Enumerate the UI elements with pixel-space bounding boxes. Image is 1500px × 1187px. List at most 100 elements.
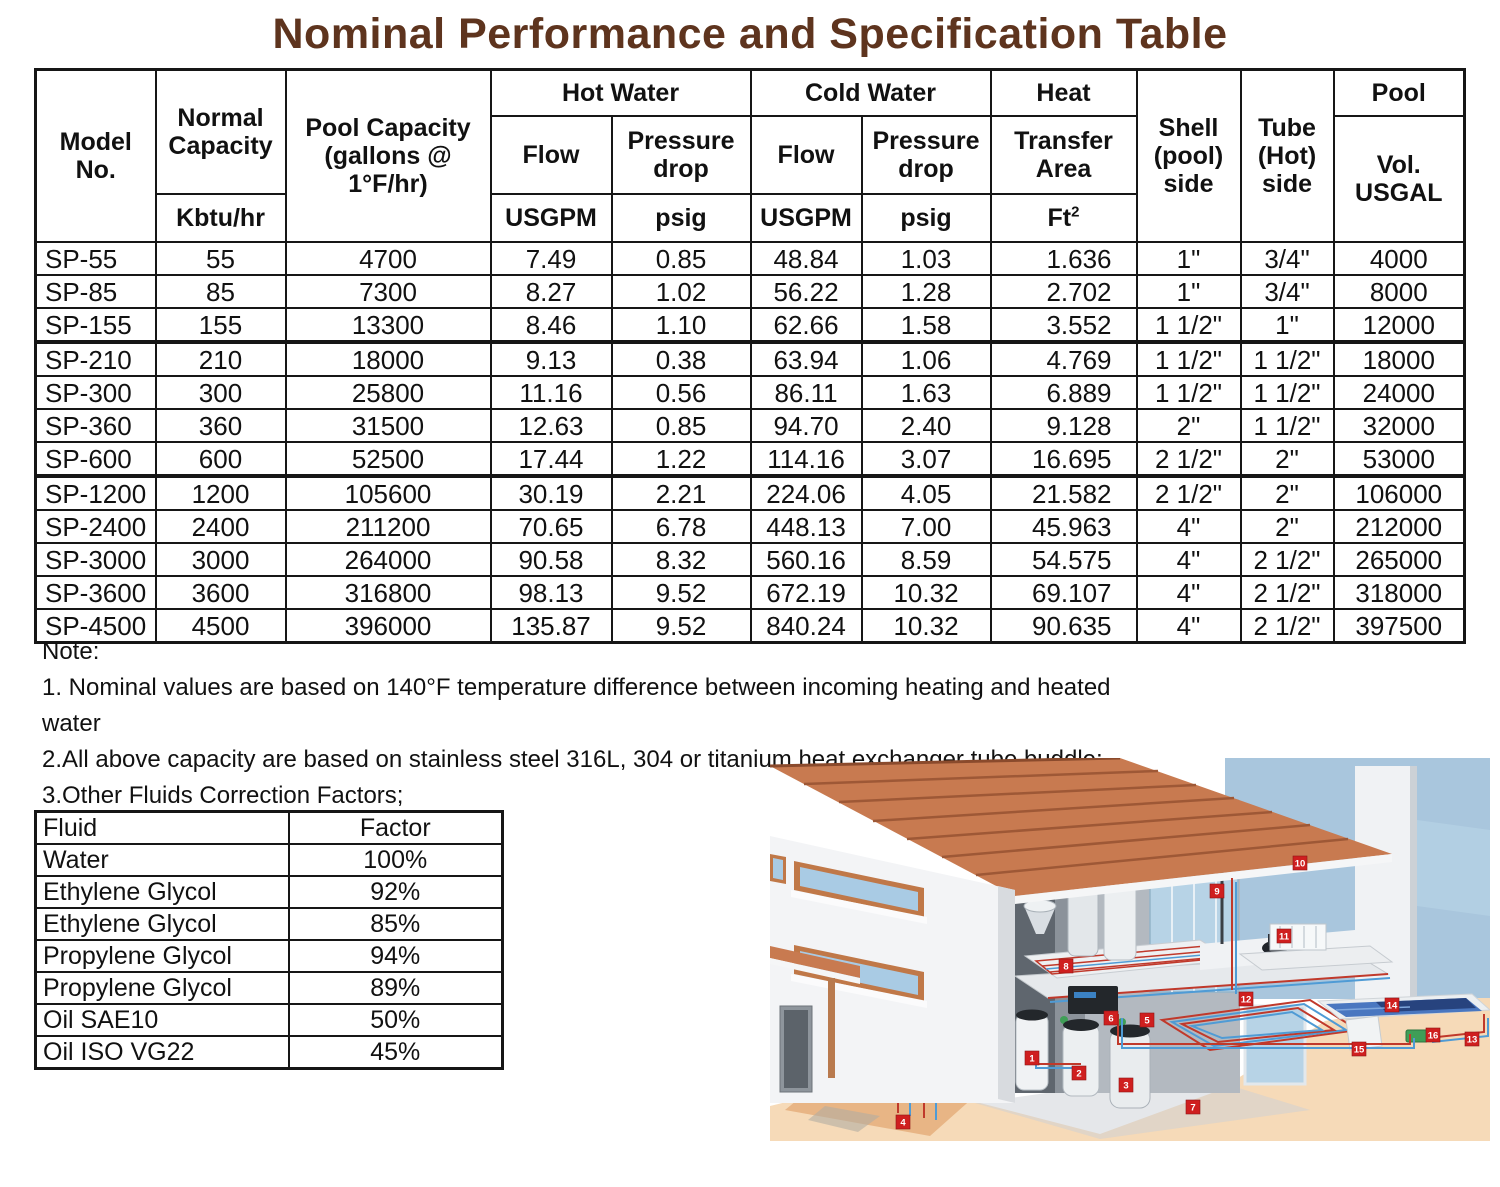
spec-cell: 4500: [154, 608, 287, 644]
spec-cell: 11.16: [489, 375, 613, 410]
spec-cell: 672.19: [749, 575, 863, 610]
spec-cell: 70.65: [489, 509, 613, 544]
svg-text:8: 8: [1063, 962, 1068, 973]
spec-cell: 2": [1239, 475, 1335, 511]
svg-text:11: 11: [1279, 932, 1290, 943]
badge-15: 15: [1351, 1041, 1367, 1057]
col-header-pool: Pool: [1332, 68, 1466, 117]
ft-superscript: 2: [1071, 203, 1080, 221]
badge-12: 12: [1238, 991, 1254, 1007]
note-line-1: 1. Nominal values are based on 140°F tem…: [42, 674, 1111, 737]
spec-cell: 360: [154, 408, 287, 443]
spec-cell: 55: [154, 241, 287, 276]
spec-cell: 10.32: [860, 608, 992, 644]
spec-cell: 1200: [154, 475, 287, 511]
spec-cell: 4700: [284, 241, 492, 276]
spec-cell: 397500: [1332, 608, 1466, 644]
spec-cell: 316800: [284, 575, 492, 610]
spec-cell: 45.963: [989, 509, 1138, 544]
col-header-shell-side: Shell (pool) side: [1135, 68, 1242, 243]
spec-table-body: SP-55 55 4700 7.49 0.85 48.84 1.03 1.636 1" 3/4" 4…: [34, 241, 1466, 644]
fluid-row: Oil ISO VG22 45%: [34, 1035, 504, 1070]
col-header-hw-pressure-drop: Pressure drop: [610, 115, 752, 195]
spec-cell: 1.22: [610, 441, 752, 478]
fluid-factor-cell: 45%: [287, 1035, 504, 1070]
spec-cell: 2": [1239, 509, 1335, 544]
spec-cell: 17.44: [489, 441, 613, 478]
spec-cell: 2.40: [860, 408, 992, 443]
spec-cell: 2 1/2": [1239, 575, 1335, 610]
spec-cell: 8.32: [610, 542, 752, 577]
spec-cell: 48.84: [749, 241, 863, 276]
fluid-name-cell: Ethylene Glycol: [34, 875, 290, 909]
spec-row: SP-600 600 52500 17.44 1.22 114.16 3.07 16.695 2…: [34, 441, 1466, 478]
fluid-name-cell: Oil SAE10: [34, 1003, 290, 1037]
fluid-name-cell: Oil ISO VG22: [34, 1035, 290, 1070]
model-cell: SP-3000: [34, 542, 157, 577]
spec-row: SP-155 155 13300 8.46 1.10 62.66 1.58 3.552 1 1/…: [34, 307, 1466, 344]
svg-text:1: 1: [1029, 1054, 1035, 1065]
spec-cell: 265000: [1332, 542, 1466, 577]
spec-cell: 224.06: [749, 475, 863, 511]
fluid-factor-cell: 94%: [287, 939, 504, 973]
spec-cell: 0.85: [610, 408, 752, 443]
col-header-tube-side: Tube (Hot) side: [1239, 68, 1335, 243]
spec-cell: 3/4": [1239, 274, 1335, 309]
spec-cell: 448.13: [749, 509, 863, 544]
spec-cell: 3.07: [860, 441, 992, 478]
svg-text:6: 6: [1108, 1014, 1113, 1025]
ft-label: Ft: [1047, 204, 1072, 232]
factor-col-header: Factor: [287, 810, 504, 845]
spec-row: SP-300 300 25800 11.16 0.56 86.11 1.63 6.889 1 1…: [34, 375, 1466, 410]
spec-cell: 32000: [1332, 408, 1466, 443]
badge-13: 13: [1464, 1031, 1480, 1047]
fluid-row: Water 100%: [34, 843, 504, 877]
spec-cell: 18000: [284, 341, 492, 377]
svg-text:5: 5: [1144, 1016, 1150, 1027]
house-heating-illustration: 1 2 3 4 5 6 7 8 9 10 11 12 13 14 15 16: [770, 758, 1490, 1141]
note-label: Note:: [42, 638, 100, 665]
right-pillar-shade: [1410, 766, 1417, 1010]
badge-11: 11: [1276, 928, 1292, 944]
spec-cell: 2": [1239, 441, 1335, 478]
note-line-3: 3.Other Fluids Correction Factors;: [42, 782, 404, 809]
spec-row: SP-3000 3000 264000 90.58 8.32 560.16 8.59 54.5…: [34, 542, 1466, 577]
spec-cell: 264000: [284, 542, 492, 577]
spec-cell: 62.66: [749, 307, 863, 344]
spec-cell: 1.06: [860, 341, 992, 377]
spec-cell: 3/4": [1239, 241, 1335, 276]
spec-row: SP-210 210 18000 9.13 0.38 63.94 1.06 4.769 1 1/…: [34, 341, 1466, 377]
spec-row: SP-55 55 4700 7.49 0.85 48.84 1.03 1.636 1" 3/4" 4…: [34, 241, 1466, 276]
spec-cell: 86.11: [749, 375, 863, 410]
spec-table: Model No. Normal Capacity Pool Capacity …: [34, 68, 1467, 644]
badge-5: 5: [1139, 1012, 1155, 1028]
col-group-hot-water: Hot Water: [489, 68, 752, 117]
spec-cell: 98.13: [489, 575, 613, 610]
spec-row: SP-85 85 7300 8.27 1.02 56.22 1.28 2.702 1" 3/4" 8…: [34, 274, 1466, 309]
page-title: Nominal Performance and Specification Ta…: [272, 10, 1228, 58]
spec-cell: 2.702: [989, 274, 1138, 309]
spec-cell: 10.32: [860, 575, 992, 610]
spec-cell: 69.107: [989, 575, 1138, 610]
svg-text:3: 3: [1123, 1081, 1128, 1092]
spec-cell: 9.128: [989, 408, 1138, 443]
spec-cell: 560.16: [749, 542, 863, 577]
spec-cell: 1": [1239, 307, 1335, 344]
spec-cell: 1.10: [610, 307, 752, 344]
spec-cell: 211200: [284, 509, 492, 544]
spec-cell: 0.38: [610, 341, 752, 377]
spec-cell: 85: [154, 274, 287, 309]
spec-cell: 24000: [1332, 375, 1466, 410]
spec-row: SP-1200 1200 105600 30.19 2.21 224.06 4.05 21.5…: [34, 475, 1466, 511]
spec-cell: 8000: [1332, 274, 1466, 309]
col-header-transfer-area: Transfer Area: [989, 115, 1138, 195]
fluid-name-cell: Water: [34, 843, 290, 877]
svg-text:16: 16: [1428, 1031, 1439, 1042]
spec-cell: 12000: [1332, 307, 1466, 344]
col-unit-cw-psig: psig: [860, 193, 992, 243]
badge-7: 7: [1185, 1099, 1201, 1115]
badge-9: 9: [1209, 883, 1225, 899]
model-cell: SP-4500: [34, 608, 157, 644]
spec-cell: 3.552: [989, 307, 1138, 344]
